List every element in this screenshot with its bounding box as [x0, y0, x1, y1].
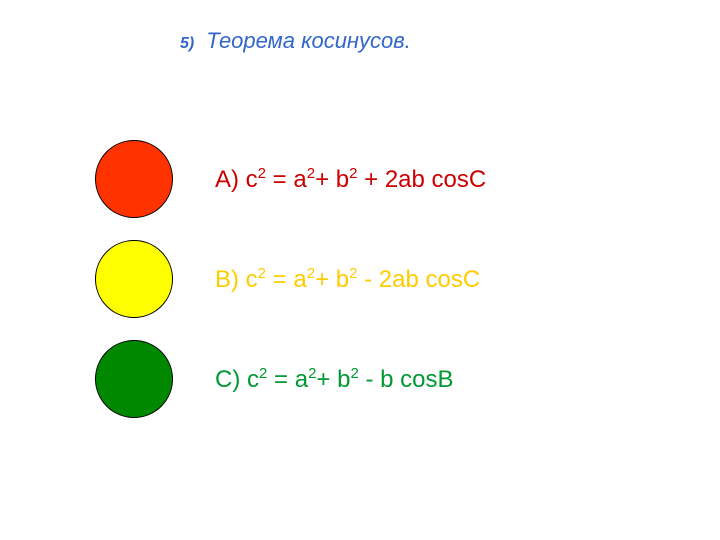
formula-part: - b cosB	[359, 366, 454, 393]
formula-part: a	[295, 366, 308, 393]
formula-part: b	[337, 366, 350, 393]
circle-red-icon[interactable]	[95, 140, 173, 218]
formula-part: с	[246, 266, 258, 293]
formula-part: +	[315, 266, 336, 293]
circle-green-icon[interactable]	[95, 340, 173, 418]
formula-part: + 2ab cosC	[357, 166, 486, 193]
circle-yellow-icon[interactable]	[95, 240, 173, 318]
superscript: 2	[307, 265, 315, 282]
formula-part: =	[266, 166, 293, 193]
question-header: 5) Теорема косинусов.	[180, 28, 411, 54]
option-b-label: В)	[215, 266, 239, 293]
option-a-text: А) с2 = a2+ b2 + 2ab cosC	[215, 165, 486, 194]
question-number: 5)	[180, 35, 194, 53]
formula-part: a	[293, 266, 306, 293]
formula-part: =	[266, 266, 293, 293]
formula-part: b	[336, 266, 349, 293]
option-a-label: А)	[215, 166, 239, 193]
option-a: А) с2 = a2+ b2 + 2ab cosC	[95, 140, 486, 218]
formula-part: - 2ab cosC	[357, 266, 480, 293]
formula-part: +	[316, 366, 337, 393]
formula-part: a	[293, 166, 306, 193]
formula-part: +	[315, 166, 336, 193]
superscript: 2	[258, 165, 266, 182]
superscript: 2	[307, 165, 315, 182]
option-c-label: С)	[215, 366, 240, 393]
question-title: Теорема косинусов.	[206, 28, 411, 54]
formula-part: b	[336, 166, 349, 193]
option-b: В) с2 = a2+ b2 - 2ab cosC	[95, 240, 480, 318]
formula-part: =	[267, 366, 294, 393]
formula-part: с	[246, 166, 258, 193]
superscript: 2	[350, 365, 358, 382]
superscript: 2	[258, 265, 266, 282]
option-c-text: С) с2 = a2+ b2 - b cosB	[215, 365, 454, 394]
option-b-text: В) с2 = a2+ b2 - 2ab cosC	[215, 265, 480, 294]
formula-part: с	[247, 366, 259, 393]
option-c: С) с2 = a2+ b2 - b cosB	[95, 340, 454, 418]
